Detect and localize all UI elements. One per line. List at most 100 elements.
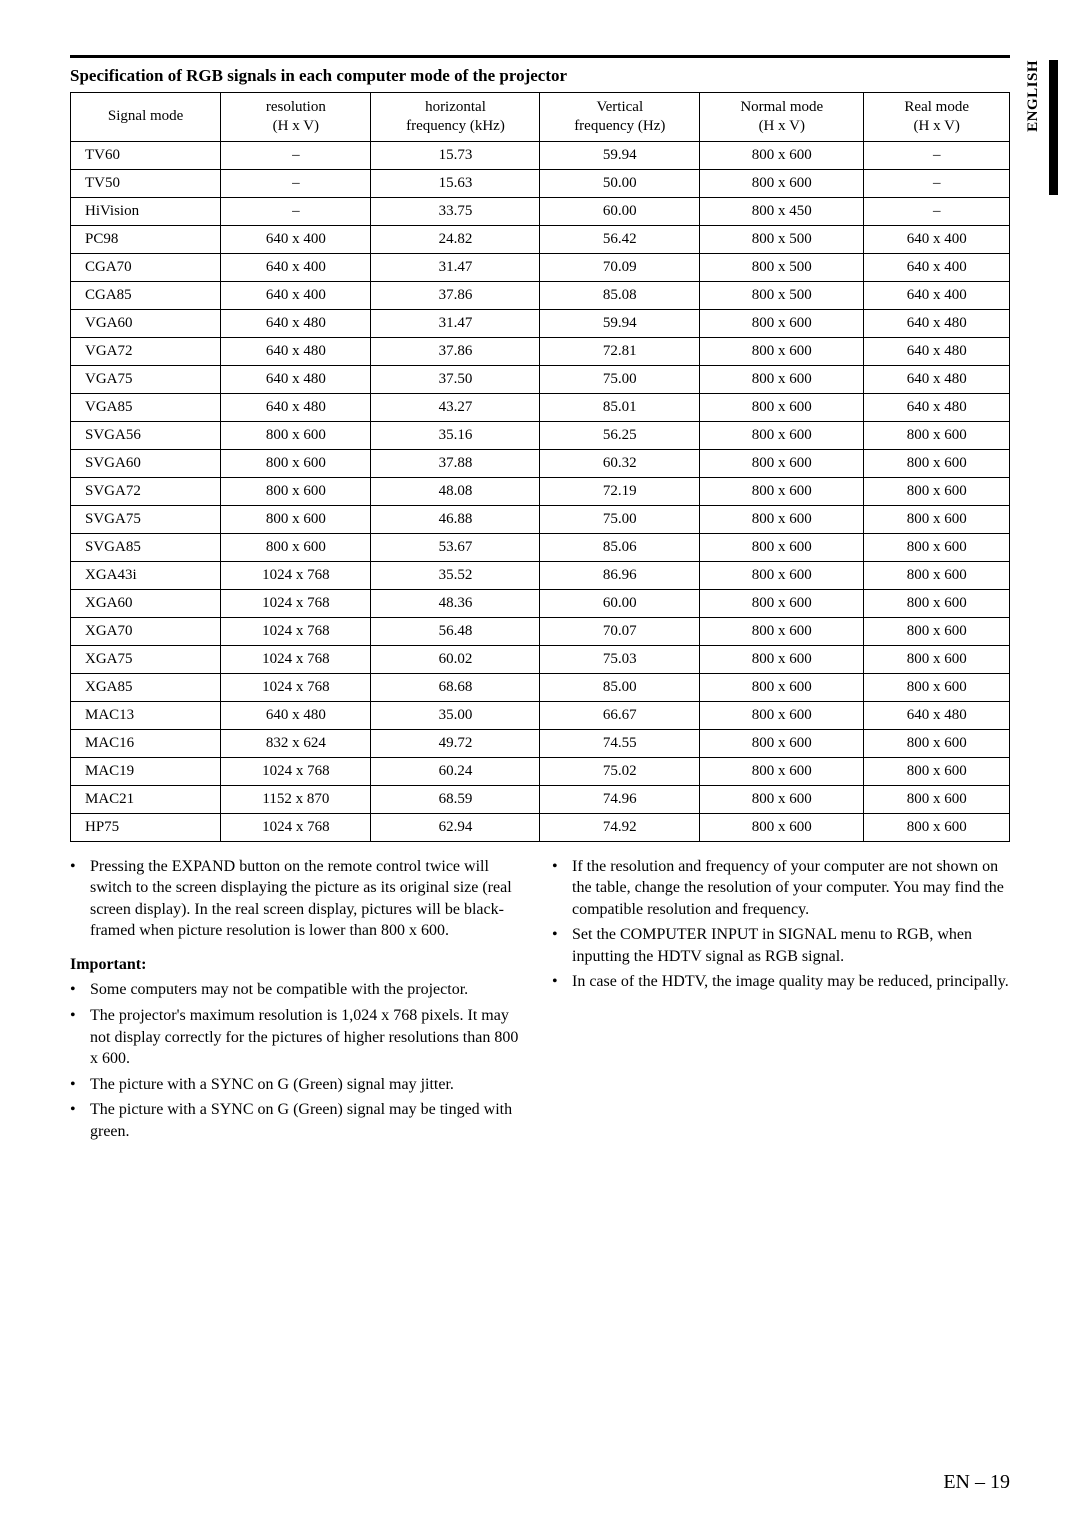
table-cell: VGA85 <box>71 393 221 421</box>
table-row: HiVision–33.7560.00800 x 450– <box>71 197 1010 225</box>
table-cell: 800 x 600 <box>864 729 1010 757</box>
table-cell: MAC19 <box>71 757 221 785</box>
table-cell: 800 x 600 <box>864 645 1010 673</box>
list-item: If the resolution and frequency of your … <box>552 856 1010 921</box>
table-cell: 640 x 400 <box>221 225 371 253</box>
table-cell: HP75 <box>71 813 221 841</box>
table-cell: MAC21 <box>71 785 221 813</box>
table-row: MAC191024 x 76860.2475.02800 x 600800 x … <box>71 757 1010 785</box>
table-cell: 48.36 <box>371 589 540 617</box>
table-cell: 800 x 600 <box>700 701 864 729</box>
table-cell: 800 x 500 <box>700 281 864 309</box>
table-cell: 640 x 480 <box>864 701 1010 729</box>
table-cell: SVGA72 <box>71 477 221 505</box>
table-cell: 800 x 600 <box>700 645 864 673</box>
table-cell: 74.55 <box>540 729 700 757</box>
table-header-cell: Normal mode(H x V) <box>700 93 864 142</box>
table-cell: 75.03 <box>540 645 700 673</box>
table-cell: 59.94 <box>540 141 700 169</box>
table-cell: – <box>221 197 371 225</box>
table-cell: 800 x 600 <box>864 785 1010 813</box>
table-cell: 15.63 <box>371 169 540 197</box>
table-cell: 640 x 480 <box>221 309 371 337</box>
table-cell: 75.00 <box>540 505 700 533</box>
left-important-list: Some computers may not be compatible wit… <box>70 979 528 1142</box>
table-cell: 800 x 600 <box>700 365 864 393</box>
table-cell: 35.52 <box>371 561 540 589</box>
table-header-cell: Verticalfrequency (Hz) <box>540 93 700 142</box>
table-cell: 86.96 <box>540 561 700 589</box>
table-cell: 1024 x 768 <box>221 561 371 589</box>
table-cell: 640 x 400 <box>864 253 1010 281</box>
table-cell: 800 x 600 <box>864 421 1010 449</box>
table-cell: 31.47 <box>371 253 540 281</box>
table-cell: 800 x 600 <box>700 141 864 169</box>
table-cell: – <box>221 169 371 197</box>
table-cell: 800 x 600 <box>700 813 864 841</box>
table-cell: 800 x 600 <box>700 617 864 645</box>
table-row: PC98640 x 40024.8256.42800 x 500640 x 40… <box>71 225 1010 253</box>
table-header-cell: horizontalfrequency (kHz) <box>371 93 540 142</box>
table-cell: 640 x 480 <box>864 365 1010 393</box>
table-cell: HiVision <box>71 197 221 225</box>
spec-table-body: TV60–15.7359.94800 x 600–TV50–15.6350.00… <box>71 141 1010 841</box>
table-cell: SVGA75 <box>71 505 221 533</box>
list-item: The projector's maximum resolution is 1,… <box>70 1005 528 1070</box>
spec-table: Signal moderesolution(H x V)horizontalfr… <box>70 92 1010 842</box>
table-header-cell: resolution(H x V) <box>221 93 371 142</box>
right-column: If the resolution and frequency of your … <box>552 856 1010 1147</box>
table-cell: XGA85 <box>71 673 221 701</box>
table-cell: 800 x 600 <box>700 477 864 505</box>
table-cell: 800 x 450 <box>700 197 864 225</box>
page-content: Specification of RGB signals in each com… <box>70 55 1010 1147</box>
table-cell: 53.67 <box>371 533 540 561</box>
table-cell: 31.47 <box>371 309 540 337</box>
table-row: XGA751024 x 76860.0275.03800 x 600800 x … <box>71 645 1010 673</box>
table-cell: 800 x 600 <box>700 393 864 421</box>
table-row: TV50–15.6350.00800 x 600– <box>71 169 1010 197</box>
table-cell: 1024 x 768 <box>221 645 371 673</box>
table-cell: 72.81 <box>540 337 700 365</box>
table-cell: 70.07 <box>540 617 700 645</box>
table-cell: 85.08 <box>540 281 700 309</box>
table-cell: 800 x 600 <box>864 617 1010 645</box>
table-cell: – <box>864 197 1010 225</box>
table-cell: 66.67 <box>540 701 700 729</box>
table-cell: 1024 x 768 <box>221 813 371 841</box>
left-intro-list: Pressing the EXPAND button on the remote… <box>70 856 528 942</box>
table-cell: 800 x 600 <box>864 673 1010 701</box>
list-item: Set the COMPUTER INPUT in SIGNAL menu to… <box>552 924 1010 967</box>
table-cell: 50.00 <box>540 169 700 197</box>
table-cell: 640 x 400 <box>864 281 1010 309</box>
table-row: VGA60640 x 48031.4759.94800 x 600640 x 4… <box>71 309 1010 337</box>
table-cell: 60.02 <box>371 645 540 673</box>
table-cell: 1024 x 768 <box>221 589 371 617</box>
table-cell: 800 x 500 <box>700 225 864 253</box>
top-rule <box>70 55 1010 58</box>
table-cell: 1024 x 768 <box>221 757 371 785</box>
table-cell: 800 x 600 <box>700 421 864 449</box>
table-row: VGA85640 x 48043.2785.01800 x 600640 x 4… <box>71 393 1010 421</box>
table-cell: 800 x 600 <box>221 449 371 477</box>
table-cell: 72.19 <box>540 477 700 505</box>
table-row: XGA601024 x 76848.3660.00800 x 600800 x … <box>71 589 1010 617</box>
table-cell: 640 x 480 <box>864 309 1010 337</box>
table-row: SVGA56800 x 60035.1656.25800 x 600800 x … <box>71 421 1010 449</box>
table-cell: 800 x 600 <box>864 505 1010 533</box>
table-cell: 800 x 600 <box>700 729 864 757</box>
table-row: MAC13640 x 48035.0066.67800 x 600640 x 4… <box>71 701 1010 729</box>
table-cell: CGA85 <box>71 281 221 309</box>
table-cell: MAC13 <box>71 701 221 729</box>
list-item: Some computers may not be compatible wit… <box>70 979 528 1001</box>
table-cell: 60.32 <box>540 449 700 477</box>
table-cell: 1024 x 768 <box>221 617 371 645</box>
list-item: In case of the HDTV, the image quality m… <box>552 971 1010 993</box>
table-row: MAC211152 x 87068.5974.96800 x 600800 x … <box>71 785 1010 813</box>
table-cell: VGA72 <box>71 337 221 365</box>
table-cell: 800 x 600 <box>700 589 864 617</box>
right-list: If the resolution and frequency of your … <box>552 856 1010 994</box>
table-cell: 800 x 600 <box>221 505 371 533</box>
table-cell: 800 x 600 <box>700 309 864 337</box>
table-row: SVGA72800 x 60048.0872.19800 x 600800 x … <box>71 477 1010 505</box>
table-cell: 75.02 <box>540 757 700 785</box>
